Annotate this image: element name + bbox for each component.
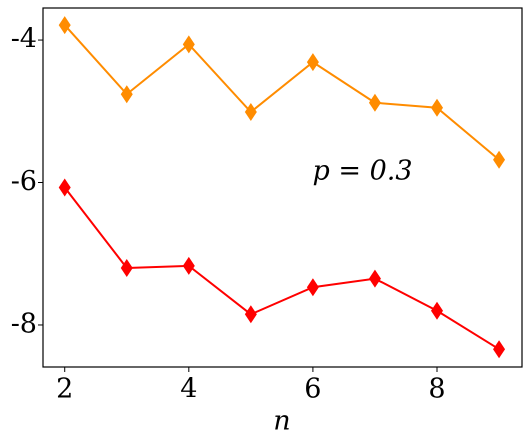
- marker: [120, 85, 133, 104]
- marker: [368, 93, 381, 112]
- marker: [306, 278, 319, 297]
- x-tick-label: 8: [428, 374, 445, 405]
- series-line: [63, 24, 500, 161]
- marker: [244, 305, 257, 324]
- y-tick-label: -8: [11, 308, 37, 339]
- marker: [493, 340, 506, 359]
- y-tick-label: -4: [11, 24, 37, 55]
- marker: [306, 53, 319, 72]
- y-tick-label: -6: [11, 166, 37, 197]
- x-tick-label: 6: [304, 374, 321, 405]
- x-axis-label: n: [273, 406, 290, 437]
- marker: [430, 301, 443, 320]
- marker: [182, 35, 195, 54]
- marker: [493, 150, 506, 169]
- axes-frame: [42, 7, 523, 368]
- marker: [58, 16, 71, 35]
- marker: [182, 256, 195, 275]
- marker: [430, 98, 443, 117]
- marker: [244, 102, 257, 121]
- series-line: [63, 186, 500, 351]
- marker: [120, 258, 133, 277]
- marker: [58, 178, 71, 197]
- marker: [368, 269, 381, 288]
- annotation: p = 0.3: [313, 155, 413, 186]
- x-tick-label: 4: [180, 374, 197, 405]
- x-tick-label: 2: [56, 374, 73, 405]
